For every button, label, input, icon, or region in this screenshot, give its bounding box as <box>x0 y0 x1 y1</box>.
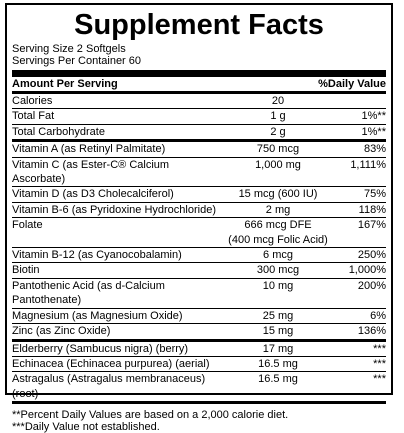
page: Supplement Facts Serving Size 2 Softgels… <box>5 3 393 433</box>
daily-value: 1,000% <box>348 264 386 277</box>
amount-line: 2 g <box>270 125 286 138</box>
nutrient-name: Calories <box>12 95 53 107</box>
amount: 17 mg <box>218 342 338 356</box>
daily-value: 1,111% <box>350 158 386 171</box>
nutrient-name: Biotin <box>12 264 40 277</box>
row: Echinacea (Echinacea purpurea) (aerial) 1… <box>12 357 386 373</box>
amount-line: 2 mg <box>265 203 291 216</box>
row: Astragalus (Astragalus membranaceus) (ro… <box>12 372 386 405</box>
amount-line: 15 mg <box>262 325 294 338</box>
nutrient-name: Vitamin B-6 (as Pyridoxine Hydrochloride… <box>12 203 216 216</box>
row: Total Carbohydrate 2 g 1%** <box>12 125 386 143</box>
amount-line: 6 mcg <box>263 249 293 262</box>
row: Pantothenic Acid (as d-Calcium Pantothen… <box>12 279 386 309</box>
title: Supplement Facts <box>74 9 324 41</box>
amount-line: 750 mcg <box>256 143 300 156</box>
amount-line: 1,000 mg <box>255 158 301 171</box>
daily-value: 75% <box>363 188 386 201</box>
amount: 16.5 mg <box>218 357 338 371</box>
daily-value: *** <box>373 357 386 370</box>
amount-line: 16.5 mg <box>258 357 298 370</box>
nutrient-name: Total Carbohydrate <box>12 125 105 138</box>
footnotes: **Percent Daily Values are based on a 2,… <box>12 409 386 433</box>
divider <box>12 70 386 77</box>
footnote: **Percent Daily Values are based on a 2,… <box>12 409 289 422</box>
amount: 20 <box>218 94 338 108</box>
dv-header: %Daily Value <box>318 78 386 90</box>
daily-value: 6% <box>370 309 386 322</box>
nutrient-name: Astragalus (Astragalus membranaceus) (ro… <box>12 373 206 400</box>
row: Vitamin B-12 (as Cyanocobalamin) 6 mcg 250… <box>12 248 386 264</box>
row: Vitamin C (as Ester-C® Calcium Ascorbate… <box>12 158 386 188</box>
amount: 6 mcg <box>218 248 338 262</box>
amount: 25 mg <box>218 309 338 323</box>
amount-line: 666 mcg DFE <box>244 219 312 232</box>
row: Magnesium (as Magnesium Oxide) 25 mg 6% <box>12 309 386 325</box>
amount: 1,000 mg <box>218 158 338 187</box>
row: Vitamin A (as Retinyl Palmitate) 750 mcg 8… <box>12 142 386 158</box>
footnote: ***Daily Value not established. <box>12 421 160 433</box>
amount-line: 17 mg <box>262 342 294 355</box>
daily-value: *** <box>373 373 386 386</box>
amount-line: 10 mg <box>262 279 294 292</box>
amount-line: 16.5 mg <box>258 373 298 386</box>
row: Calories 20 <box>12 94 386 110</box>
nutrient-name: Vitamin A (as Retinyl Palmitate) <box>12 143 166 156</box>
amount: 15 mcg (600 IU) <box>218 187 338 201</box>
nutrient-name: Total Fat <box>12 110 55 123</box>
daily-value: 136% <box>357 325 386 338</box>
amount: 2 mg <box>218 203 338 217</box>
amount-line: 20 <box>271 95 285 107</box>
amount: 666 mcg DFE (400 mcg Folic Acid) <box>218 218 338 247</box>
amount: 750 mcg <box>218 142 338 156</box>
nutrient-name: Vitamin D (as D3 Cholecalciferol) <box>12 188 174 201</box>
nutrient-name: Elderberry (Sambucus nigra) (berry) <box>12 342 189 355</box>
amount: 15 mg <box>218 324 338 338</box>
daily-value <box>338 94 386 108</box>
amount: 16.5 mg <box>218 372 338 401</box>
row: Total Fat 1 g 1%** <box>12 109 386 125</box>
amount: 2 g <box>218 125 338 139</box>
row: Folate 666 mcg DFE (400 mcg Folic Acid) 167… <box>12 218 386 249</box>
amount-line: 25 mg <box>262 309 294 322</box>
nutrient-name: Echinacea (Echinacea purpurea) (aerial) <box>12 357 210 370</box>
daily-value: 200% <box>357 279 386 292</box>
daily-value: 250% <box>357 249 386 262</box>
amount-line: 300 mcg <box>256 264 300 277</box>
daily-value: 1%** <box>361 110 386 123</box>
supplement-facts-panel: Supplement Facts Serving Size 2 Softgels… <box>5 3 393 433</box>
nutrient-name: Magnesium (as Magnesium Oxide) <box>12 309 183 322</box>
amount-line: 15 mcg (600 IU) <box>238 188 318 201</box>
row: Elderberry (Sambucus nigra) (berry) 17 mg… <box>12 342 386 357</box>
rows: Calories 20 Total Fat 1 g 1%** Total Carbohyd… <box>12 94 386 405</box>
amount: 1 g <box>218 109 338 123</box>
header-row: Amount Per Serving %Daily Value <box>12 77 386 94</box>
amount-header: Amount Per Serving <box>12 78 118 90</box>
amount-line: (400 mcg Folic Acid) <box>228 233 328 246</box>
row: Zinc (as Zinc Oxide) 15 mg 136% <box>12 324 386 342</box>
daily-value: 118% <box>358 203 386 216</box>
amount: 300 mcg <box>218 263 338 277</box>
daily-value: 167% <box>357 219 386 232</box>
nutrient-name: Folate <box>12 219 43 232</box>
row: Vitamin B-6 (as Pyridoxine Hydrochloride… <box>12 203 386 219</box>
serving-size: Serving Size 2 Softgels <box>12 43 126 55</box>
servings-per-container: Servings Per Container 60 <box>12 55 142 67</box>
amount: 10 mg <box>218 279 338 308</box>
nutrient-name: Vitamin B-12 (as Cyanocobalamin) <box>12 249 182 262</box>
daily-value: *** <box>373 342 386 355</box>
nutrient-name: Pantothenic Acid (as d-Calcium Pantothen… <box>12 279 165 307</box>
daily-value: 83% <box>363 143 386 156</box>
row: Vitamin D (as D3 Cholecalciferol) 15 mcg … <box>12 187 386 203</box>
nutrient-name: Zinc (as Zinc Oxide) <box>12 325 111 338</box>
nutrient-name: Vitamin C (as Ester-C® Calcium Ascorbate… <box>12 158 170 186</box>
row: Biotin 300 mcg 1,000% <box>12 263 386 279</box>
daily-value: 1%** <box>361 125 386 138</box>
amount-line: 1 g <box>270 110 286 123</box>
